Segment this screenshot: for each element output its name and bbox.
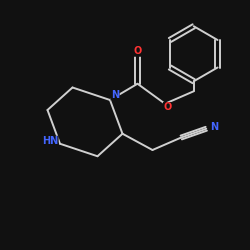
Text: O: O [134,46,141,56]
Text: HN: HN [42,136,58,146]
Text: N: N [210,122,218,132]
Text: N: N [111,90,119,100]
Text: O: O [164,102,172,113]
